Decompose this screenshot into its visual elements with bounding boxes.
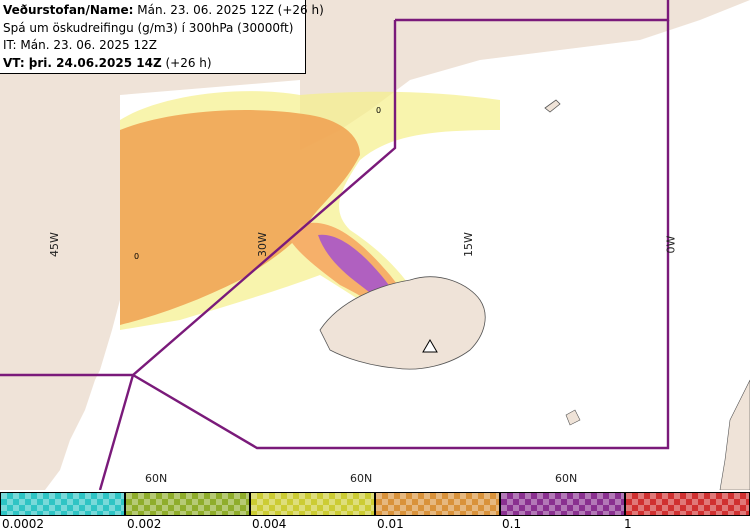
small-island [565,409,581,426]
jan-mayen-land [544,99,561,113]
header-vt-label: VT: þri. 24.06.2025 14Z [3,55,162,70]
lon-label-15w: 15W [461,232,475,257]
volcano-icon [422,339,438,353]
greenland-land-north [300,0,750,150]
legend-swatch-4 [375,492,500,516]
legend-swatch-5 [500,492,625,516]
ash-low [120,110,360,325]
lon-label-0w: 0W [664,235,678,254]
legend-tick-1: 0.0002 [2,517,44,531]
norway-coast [719,379,750,491]
color-legend: 0.0002 0.002 0.004 0.01 0.1 1 [0,490,750,532]
legend-swatch-2 [125,492,250,516]
lon-label-30w: 30W [255,232,269,257]
header-name-label: Veðurstofan/Name: [3,3,134,17]
header-line-3: IT: Mán. 23. 06. 2025 12Z [3,38,157,52]
fir-boundary [0,0,670,491]
header-line-1: Veðurstofan/Name: Mán. 23. 06. 2025 12Z … [3,2,324,20]
legend-swatch-6 [625,492,750,516]
iceland-land [319,276,486,370]
legend-swatch-3 [250,492,375,516]
greenland-land-south [0,380,95,490]
header-line-4: VT: þri. 24.06.2025 14Z (+26 h) [3,55,305,73]
legend-tick-3: 0.004 [252,517,287,531]
lat-label-2: 60N [350,472,373,485]
header-vt-value: (+26 h) [161,55,212,70]
header-line-2: Spá um öskudreifingu (g/m3) í 300hPa (30… [3,20,294,35]
legend-tick-6: 1 [624,517,632,531]
legend-tick-4: 0.01 [377,517,404,531]
legend-swatch-1 [0,492,125,516]
legend-tick-5: 0.1 [502,517,522,531]
header-name-value: Mán. 23. 06. 2025 12Z (+26 h) [133,3,324,17]
lat-label-1: 60N [145,472,168,485]
forecast-info-box: Veðurstofan/Name: Mán. 23. 06. 2025 12Z … [0,0,324,74]
lat-label-3: 60N [555,472,578,485]
legend-tick-2: 0.002 [127,517,162,531]
marker-zero-1: 0 [134,252,140,261]
greenland-land [0,0,300,380]
lon-label-45w: 45W [47,232,61,257]
marker-zero-2: 0 [376,106,382,115]
